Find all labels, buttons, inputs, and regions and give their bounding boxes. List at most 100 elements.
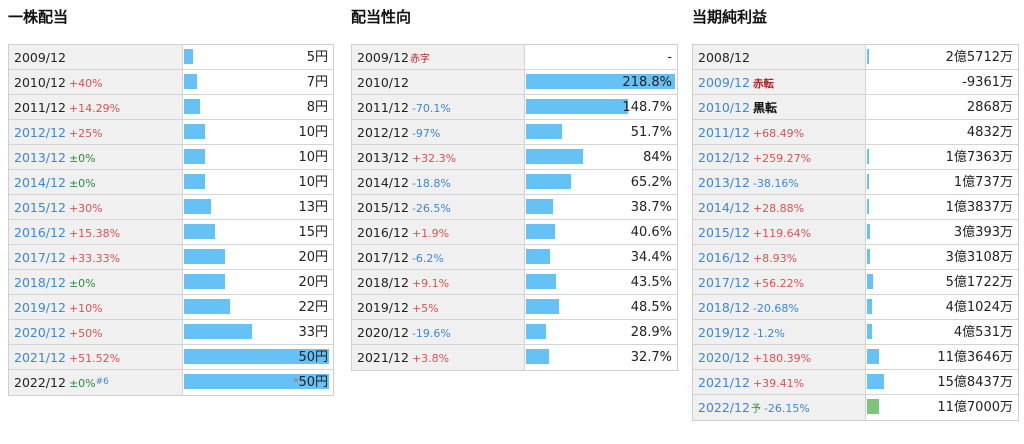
year-cell: 2010/12 黒転: [693, 95, 866, 119]
value-bar: [526, 224, 555, 239]
year-label: 2019/12: [357, 300, 409, 315]
value-bar: [867, 399, 879, 414]
table-row: 2010/12 +40% 7円: [9, 70, 333, 95]
year-cell: 2019/12 +5%: [352, 295, 525, 319]
value-text: 15億8437万: [937, 375, 1013, 390]
year-label[interactable]: 2020/12: [14, 325, 66, 340]
year-label[interactable]: 2012/12: [698, 150, 750, 165]
year-label: 2022/12: [14, 375, 66, 390]
value-text: 1億3837万: [945, 200, 1013, 215]
value-bar: [867, 149, 869, 164]
year-label[interactable]: 2014/12: [698, 200, 750, 215]
value-bar: [867, 224, 870, 239]
year-label[interactable]: 2016/12: [698, 250, 750, 265]
year-label[interactable]: 2013/12: [14, 150, 66, 165]
value-bar: [867, 324, 872, 339]
value-text: 10円: [298, 150, 328, 165]
table-row: 2016/12 +15.38% 15円: [9, 220, 333, 245]
year-label[interactable]: 2015/12: [14, 200, 66, 215]
value-cell: 1億7363万: [946, 145, 1013, 170]
table-row: 2010/12 218.8%: [352, 70, 677, 95]
year-label[interactable]: 2016/12: [14, 225, 66, 240]
value-text: 50円: [298, 375, 328, 390]
table-row: 2020/12 +50% 33円: [9, 320, 333, 345]
value-cell: 148.7%: [622, 95, 672, 120]
value-text: 11億7000万: [937, 400, 1013, 415]
value-bar: [867, 174, 869, 189]
value-bar: [526, 174, 571, 189]
value-text: 148.7%: [622, 100, 672, 115]
value-bar: [184, 224, 215, 239]
value-cell: 4億531万: [954, 320, 1013, 345]
year-cell: 2021/12 +51.52%: [9, 345, 183, 369]
value-bar: [867, 299, 872, 314]
year-label: 2013/12: [357, 150, 409, 165]
change-label: +180.39%: [752, 352, 812, 365]
year-label[interactable]: 2021/12: [14, 350, 66, 365]
change-label: +51.52%: [68, 352, 121, 365]
value-text: 20円: [298, 250, 328, 265]
year-cell: 2014/12 -18.8%: [352, 170, 525, 194]
value-bar: [184, 324, 252, 339]
year-label[interactable]: 2021/12: [698, 375, 750, 390]
value-text: 33円: [298, 325, 328, 340]
year-label: 2009/12: [14, 50, 66, 65]
value-text: 28.9%: [630, 325, 672, 340]
year-cell: 2021/12 +39.41%: [693, 370, 866, 394]
change-label: -70.1%: [411, 102, 451, 115]
year-label: 2018/12: [357, 275, 409, 290]
year-label[interactable]: 2012/12: [14, 125, 66, 140]
value-bar: [184, 149, 205, 164]
year-label: 2010/12: [357, 75, 409, 90]
year-label[interactable]: 2019/12: [698, 325, 750, 340]
year-label[interactable]: 2009/12: [698, 75, 750, 90]
year-label: 2017/12: [357, 250, 409, 265]
year-label[interactable]: 2017/12: [14, 250, 66, 265]
year-cell: 2015/12 -26.5%: [352, 195, 525, 219]
year-label[interactable]: 2018/12: [698, 300, 750, 315]
year-cell: 2010/12: [352, 70, 525, 94]
table-row: 2019/12 -1.2% 4億531万: [693, 320, 1018, 345]
value-cell: 43.5%: [631, 270, 672, 295]
change-label: +39.41%: [752, 377, 805, 390]
change-label: +8.93%: [752, 252, 798, 265]
value-bar: [867, 349, 879, 364]
year-label[interactable]: 2010/12: [698, 100, 750, 115]
year-label[interactable]: 2011/12: [698, 125, 750, 140]
year-label[interactable]: 2015/12: [698, 225, 750, 240]
value-text: 5円: [306, 50, 328, 65]
year-label[interactable]: 2017/12: [698, 275, 750, 290]
year-label[interactable]: 2019/12: [14, 300, 66, 315]
year-label: 2014/12: [357, 175, 409, 190]
panel-title: 当期純利益: [692, 8, 768, 26]
year-label: 2021/12: [357, 350, 409, 365]
change-label: +33.33%: [68, 252, 121, 265]
footnote-link[interactable]: #6: [95, 377, 109, 387]
value-text: 218.8%: [622, 75, 672, 90]
table-row: 2021/12 +39.41% 15億8437万: [693, 370, 1018, 395]
value-text: 10円: [298, 175, 328, 190]
year-cell: 2009/12 赤転: [693, 70, 866, 94]
value-text: 8円: [306, 100, 328, 115]
year-cell: 2020/12 +50%: [9, 320, 183, 344]
value-bar: [184, 199, 211, 214]
year-label[interactable]: 2022/12: [698, 400, 750, 415]
value-cell: 4億1024万: [946, 295, 1013, 320]
year-label[interactable]: 2018/12: [14, 275, 66, 290]
value-bar: [867, 199, 869, 214]
table-row: 2020/12 -19.6% 28.9%: [352, 320, 677, 345]
table-row: 2020/12 +180.39% 11億3646万: [693, 345, 1018, 370]
panel-title: 一株配当: [8, 8, 69, 26]
estimate-mark: *: [293, 377, 299, 388]
value-text: 4億531万: [953, 325, 1013, 340]
year-label[interactable]: 2013/12: [698, 175, 750, 190]
year-label[interactable]: 2020/12: [698, 350, 750, 365]
change-label: +68.49%: [752, 127, 805, 140]
year-cell: 2016/12 +15.38%: [9, 220, 183, 244]
value-cell: 5円: [307, 45, 328, 70]
table-row: 2009/12赤字 -: [352, 45, 677, 70]
table-row: 2012/12 -97% 51.7%: [352, 120, 677, 145]
year-label: 2016/12: [357, 225, 409, 240]
change-label: +15.38%: [68, 227, 121, 240]
year-label[interactable]: 2014/12: [14, 175, 66, 190]
